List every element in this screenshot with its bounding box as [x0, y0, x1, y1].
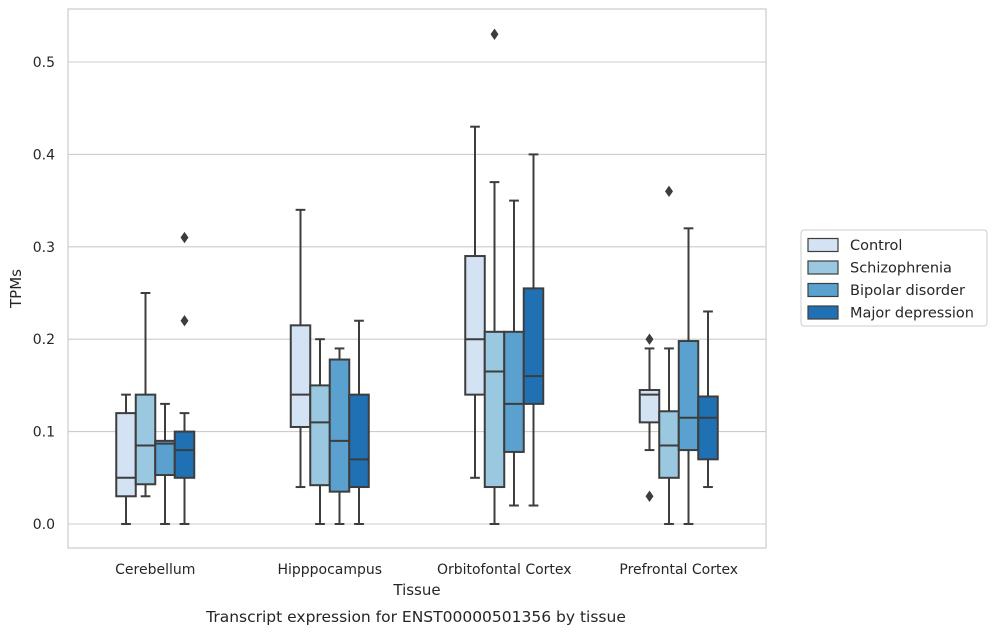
box-iqr — [154, 439, 176, 477]
box-group — [697, 310, 719, 489]
box-iqr — [483, 330, 506, 489]
legend-swatch — [807, 237, 839, 253]
legend: Control Schizophrenia Bipolar disorder Majo… — [800, 229, 988, 327]
x-tick-label: Orbitofontal Cortex — [437, 562, 572, 578]
box-iqr — [464, 255, 486, 396]
y-tick-label: 0.0 — [33, 517, 55, 533]
box-iqr — [134, 393, 157, 486]
box-group — [483, 28, 506, 525]
y-tick-label: 0.3 — [33, 240, 55, 256]
x-tick-label: Cerebellum — [115, 562, 195, 578]
outlier-point — [180, 315, 189, 327]
box-iqr — [115, 412, 137, 498]
outlier-point — [645, 490, 654, 502]
box-group — [115, 393, 137, 525]
y-tick-label: 0.2 — [33, 332, 55, 348]
outlier-point — [645, 333, 654, 345]
box-group — [638, 333, 661, 502]
legend-items: Control Schizophrenia Bipolar disorder Majo… — [807, 237, 974, 322]
box-iqr — [522, 287, 545, 405]
x-tick-label: Prefrontal Cortex — [619, 562, 738, 578]
box-iqr — [289, 324, 312, 428]
box-iqr — [348, 393, 370, 489]
boxes — [115, 28, 719, 525]
box-group — [522, 153, 545, 507]
legend-swatch — [807, 260, 839, 275]
box-group — [134, 292, 157, 498]
box-iqr — [677, 340, 700, 452]
box-group — [677, 227, 700, 525]
box-iqr — [638, 389, 661, 424]
box-group — [154, 402, 176, 525]
x-axis-label: Tissue — [392, 581, 440, 599]
box-group — [309, 338, 331, 525]
box-iqr — [309, 384, 331, 487]
legend-swatch — [807, 305, 839, 320]
box-group — [464, 125, 486, 479]
legend-label: Bipolar disorder — [850, 283, 965, 299]
box-group — [503, 199, 525, 507]
outlier-point — [665, 185, 673, 198]
legend-label: Major depression — [850, 306, 974, 322]
outlier-point — [490, 28, 499, 40]
box-group — [658, 185, 680, 525]
box-group — [289, 208, 312, 489]
legend-swatch — [807, 282, 839, 298]
y-axis-ticks: 0.0 0.1 0.2 0.3 0.4 0.5 — [33, 55, 55, 533]
box-iqr — [697, 395, 719, 461]
x-axis-ticks: Cerebellum Hipppocampus Orbitofontal Corte… — [115, 562, 738, 578]
box-group — [328, 347, 351, 525]
y-axis-label: TPMs — [7, 269, 25, 309]
box-group — [348, 319, 370, 525]
y-tick-label: 0.4 — [33, 147, 55, 163]
box-iqr — [173, 430, 196, 479]
box-group — [173, 231, 196, 525]
box-iqr — [328, 358, 351, 493]
box-iqr — [503, 330, 525, 453]
legend-label: Schizophrenia — [850, 261, 952, 277]
figure-caption: Transcript expression for ENST0000050135… — [205, 608, 626, 626]
plot-frame — [67, 8, 767, 549]
legend-frame — [800, 229, 988, 327]
outlier-point — [180, 231, 189, 244]
legend-label: Control — [850, 238, 902, 254]
y-tick-label: 0.5 — [33, 55, 55, 71]
x-tick-label: Hipppocampus — [277, 562, 382, 578]
y-tick-label: 0.1 — [33, 425, 55, 441]
